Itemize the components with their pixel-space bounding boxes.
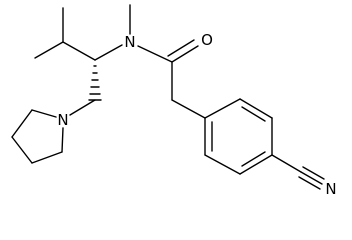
molecule-diagram: N O N N xyxy=(11,4,337,198)
bonds xyxy=(11,4,325,190)
atom-label: N xyxy=(57,111,68,129)
atom-label: N xyxy=(325,180,336,198)
atom-label: O xyxy=(201,31,213,49)
atom-label: N xyxy=(124,33,135,51)
